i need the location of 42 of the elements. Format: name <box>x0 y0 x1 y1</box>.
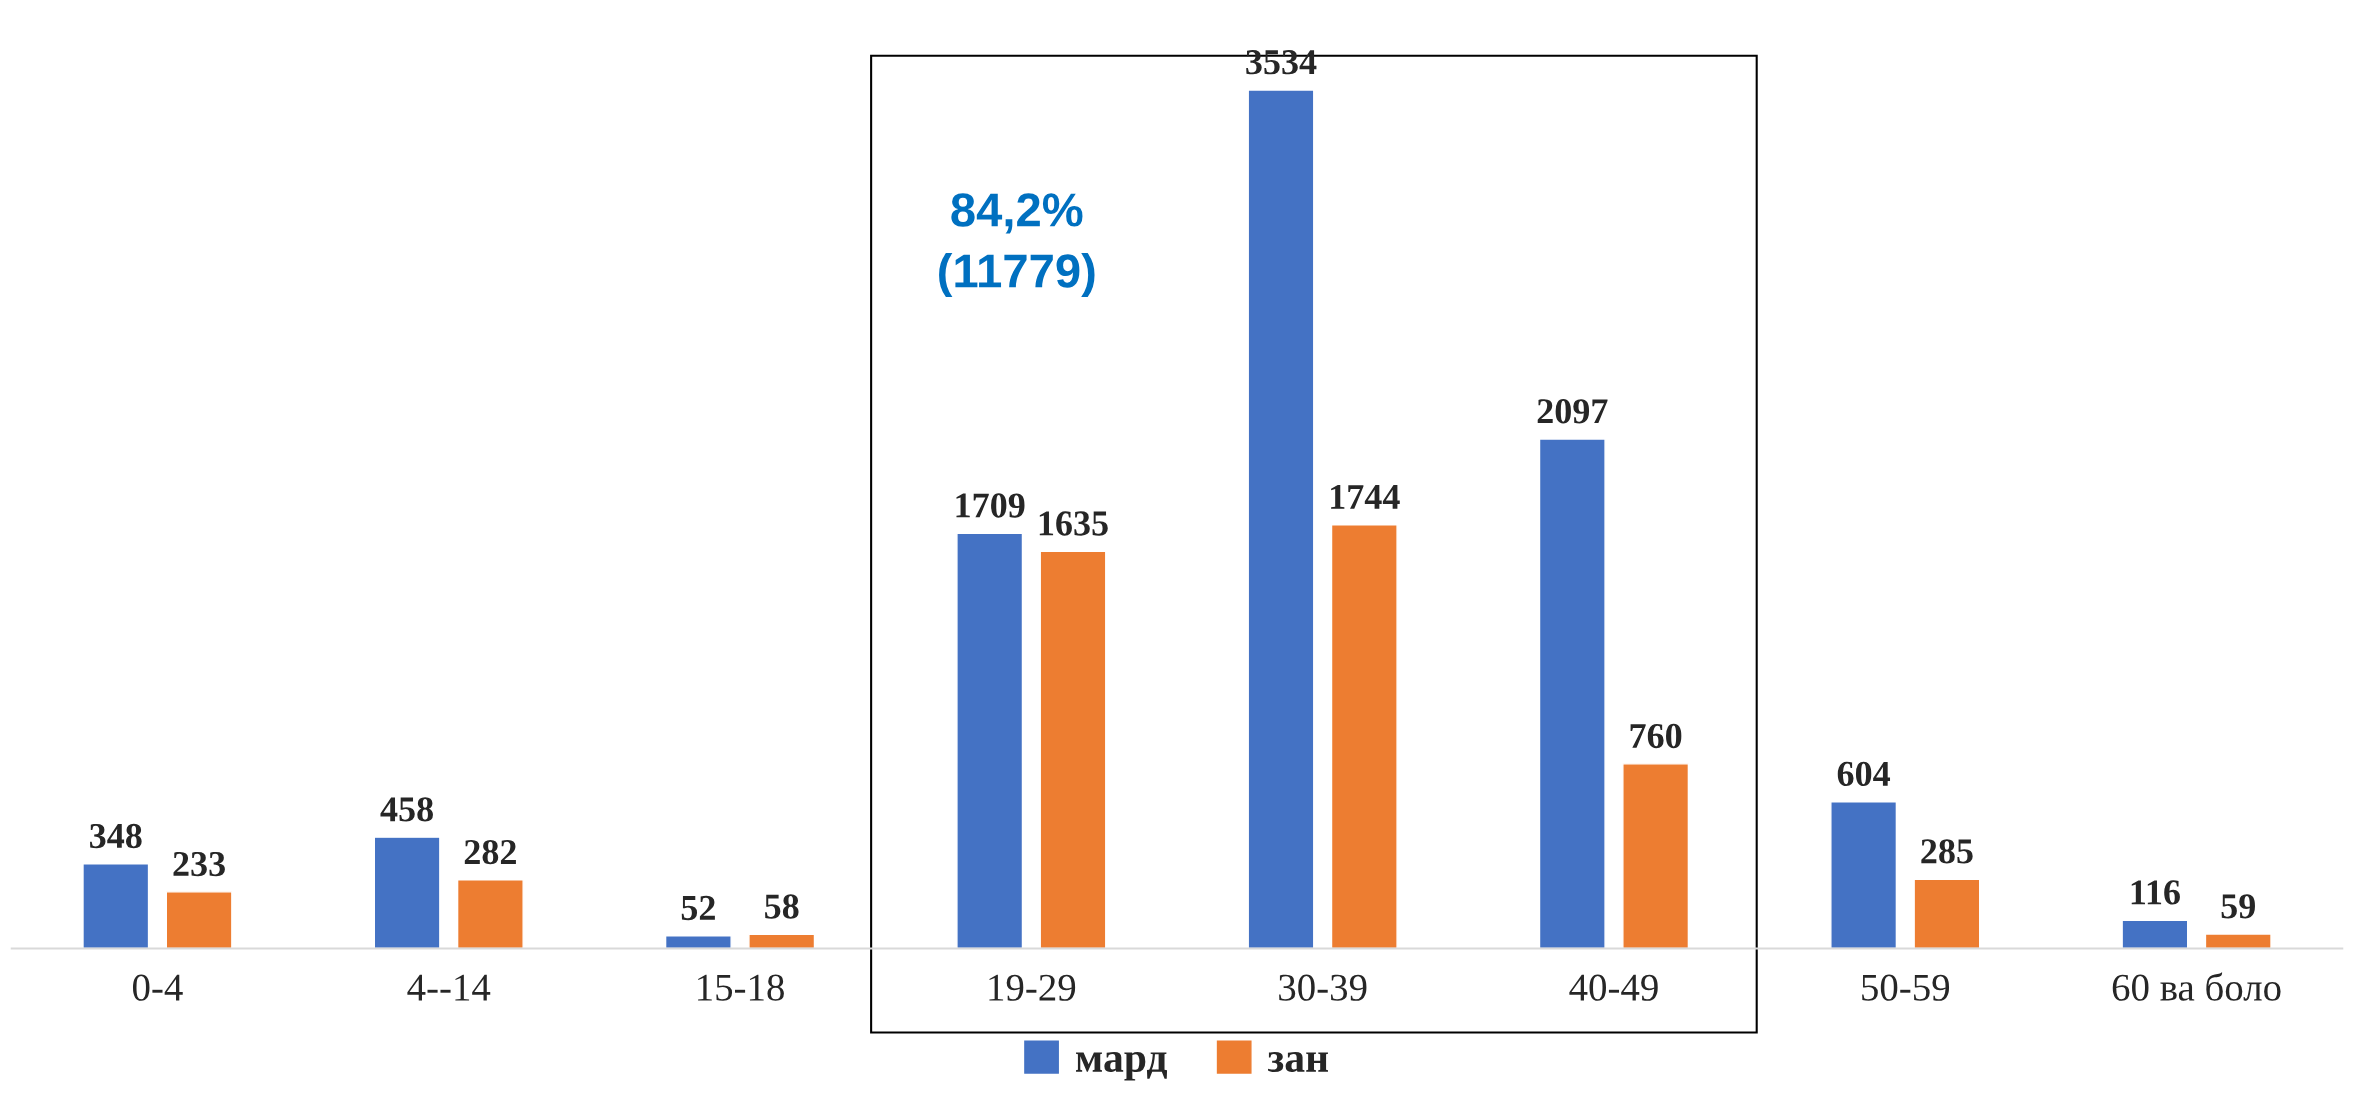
x-tick-label: 0-4 <box>132 974 183 1001</box>
data-label: 458 <box>380 797 433 822</box>
x-tick-label: 50-59 <box>1862 974 1950 1001</box>
bar <box>1622 763 1690 949</box>
data-label: 52 <box>681 895 715 921</box>
data-label: 760 <box>1630 723 1682 749</box>
x-tick-label: 30-39 <box>1279 974 1367 1001</box>
data-label: 348 <box>90 823 142 849</box>
annotation: 84,2% (11779) <box>939 193 1095 298</box>
data-label: 59 <box>2221 894 2255 919</box>
x-tick-label: 15-18 <box>698 974 784 1001</box>
bar <box>664 935 732 949</box>
bar <box>456 879 524 949</box>
data-label: 2097 <box>1537 399 1608 424</box>
data-label: 233 <box>173 851 225 877</box>
x-tick-label: 40-49 <box>1569 974 1658 1001</box>
bar <box>1830 801 1898 949</box>
data-label: 1709 <box>956 493 1025 518</box>
bar <box>2204 933 2272 949</box>
bar <box>1039 550 1107 949</box>
x-tick-label: 19-29 <box>989 974 1076 1001</box>
data-label: 285 <box>1921 839 1973 864</box>
x-tick-label: 60 ва боло <box>2112 972 2281 1001</box>
data-label: 1635 <box>1039 511 1108 536</box>
bar <box>1330 524 1398 949</box>
bar <box>2121 919 2189 949</box>
bar <box>82 863 150 949</box>
data-label: 282 <box>464 839 516 865</box>
data-label: 604 <box>1837 761 1891 787</box>
bar <box>373 836 441 949</box>
legend-label: зан <box>1268 1051 1329 1073</box>
data-label: 1744 <box>1331 484 1400 509</box>
bar <box>1247 90 1315 949</box>
legend-label: мард <box>1075 1051 1168 1081</box>
data-label: 116 <box>2131 880 2180 905</box>
bar <box>1538 438 1606 949</box>
bar <box>1913 878 1981 949</box>
data-label: 3534 <box>1246 50 1317 75</box>
bar <box>956 532 1024 949</box>
data-label: 58 <box>765 894 799 919</box>
x-tick-label: 4--14 <box>407 974 491 1001</box>
bar <box>165 891 233 949</box>
